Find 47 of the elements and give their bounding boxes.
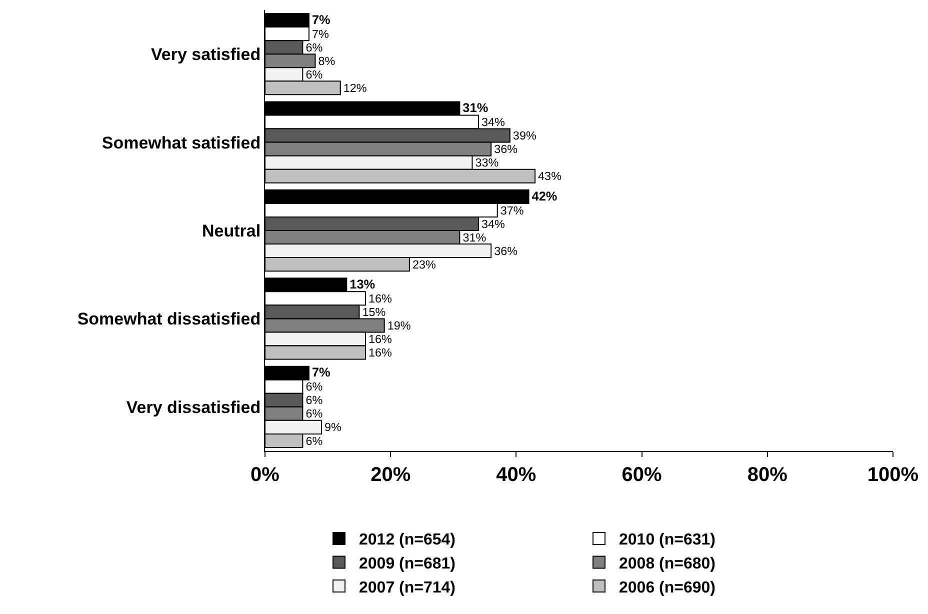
data-label: 16% (368, 333, 392, 346)
data-label: 16% (368, 292, 392, 306)
y-tick-label: Somewhat dissatisfied (77, 310, 261, 329)
data-label: 7% (312, 28, 329, 41)
data-label: 6% (306, 434, 323, 448)
data-label: 6% (306, 41, 323, 54)
y-tick-label: Somewhat satisfied (102, 133, 261, 152)
data-label: 36% (494, 244, 518, 258)
y-tick-label: Very dissatisfied (126, 398, 261, 417)
data-label: 42% (532, 188, 558, 204)
data-label: 36% (494, 143, 518, 156)
legend-label: 2008 (n=680) (619, 556, 716, 572)
data-label: 6% (306, 68, 323, 82)
data-label: 19% (387, 320, 411, 333)
x-tick-label: 100% (867, 464, 919, 486)
data-label: 7% (312, 364, 330, 380)
data-label: 12% (343, 82, 367, 95)
data-label: 43% (538, 170, 562, 184)
legend-label: 2007 (n=714) (359, 579, 456, 596)
legend-label: 2009 (n=681) (359, 556, 456, 572)
data-label: 15% (362, 306, 386, 319)
data-label: 6% (306, 380, 323, 394)
data-label: 13% (350, 276, 376, 292)
x-tick-label: 80% (747, 464, 788, 486)
x-tick-label: 0% (250, 464, 280, 486)
data-label: 31% (462, 100, 488, 116)
data-label: 34% (482, 218, 505, 231)
data-label: 23% (412, 258, 436, 272)
x-tick-label: 40% (496, 464, 536, 486)
y-tick-label: Neutral (202, 221, 261, 240)
data-label: 39% (512, 130, 536, 143)
data-label: 16% (368, 346, 392, 360)
data-label: 8% (318, 54, 336, 68)
data-label: 9% (324, 421, 342, 434)
data-label: 6% (306, 408, 323, 421)
data-label: 6% (306, 394, 323, 408)
data-label: 34% (482, 116, 505, 130)
x-tick-label: 20% (370, 464, 411, 486)
data-label: 31% (462, 231, 486, 244)
legend-label: 2006 (n=690) (619, 579, 716, 596)
legend-label: 2010 (n=631) (619, 532, 716, 549)
data-label: 33% (475, 156, 499, 170)
data-label: 37% (500, 204, 524, 218)
y-tick-label: Very satisfied (150, 45, 261, 64)
x-tick-label: 60% (622, 464, 662, 486)
legend-label: 2012 (n=654) (359, 532, 456, 549)
data-label: 7% (312, 12, 330, 27)
